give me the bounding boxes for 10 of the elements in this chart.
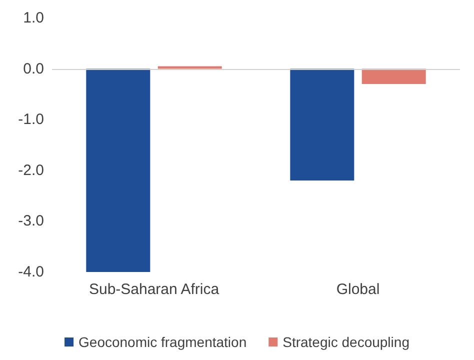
legend-label: Strategic decoupling <box>282 334 410 350</box>
y-tick-label: -4.0 <box>18 264 44 280</box>
y-tick-label: 1.0 <box>23 10 44 26</box>
y-tick-label: -2.0 <box>18 162 44 179</box>
y-tick-label: -3.0 <box>18 212 44 230</box>
y-tick-label: 0.0 <box>23 60 44 78</box>
y-tick-label: -1.0 <box>18 111 44 128</box>
x-tick-label: Global <box>336 281 380 298</box>
legend-label: Geoconomic fragmentation <box>78 334 247 350</box>
x-tick-label: Sub-Saharan Africa <box>88 281 220 298</box>
